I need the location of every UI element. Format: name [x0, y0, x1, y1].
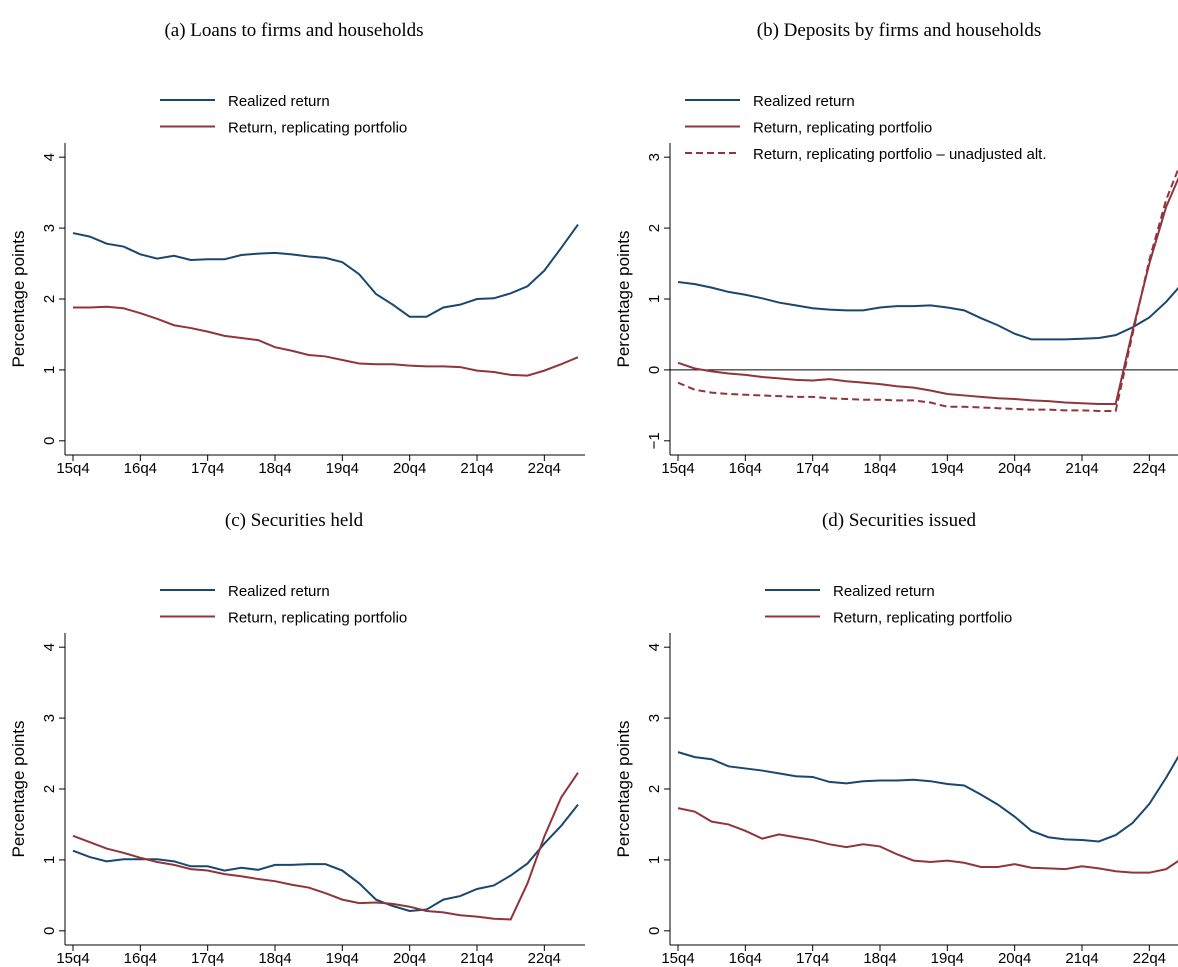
x-tick-label: 18q4 [258, 950, 291, 967]
y-tick-label: 2 [646, 785, 663, 793]
y-tick-label: 3 [646, 153, 663, 161]
x-tick-label: 21q4 [460, 950, 493, 967]
series-line [72, 803, 579, 912]
x-tick-label: 22q4 [1133, 460, 1166, 477]
panel-title: (c) Securities held [225, 510, 364, 531]
x-tick-label: 18q4 [863, 950, 896, 967]
x-tick-label: 17q4 [796, 950, 829, 967]
panel: (d) Securities issued Realized return Retu… [614, 510, 1178, 967]
x-tick-label: 19q4 [326, 950, 359, 967]
panel: (b) Deposits by firms and households Real… [614, 20, 1178, 477]
y-tick-label: 1 [41, 366, 58, 374]
series-line [677, 167, 1178, 413]
x-tick-label: 20q4 [998, 950, 1031, 967]
y-tick-label: 3 [41, 224, 58, 232]
y-tick-label: 0 [646, 366, 663, 374]
x-tick-label: 22q4 [1133, 950, 1166, 967]
legend-label: Realized return [228, 93, 330, 110]
series-line [677, 751, 1178, 843]
x-tick-label: 17q4 [796, 460, 829, 477]
y-tick-label: −1 [646, 432, 663, 449]
legend-label: Realized return [228, 583, 330, 600]
y-tick-label: 2 [41, 295, 58, 303]
x-tick-label: 18q4 [863, 460, 896, 477]
y-tick-label: 0 [41, 927, 58, 935]
x-tick-label: 17q4 [191, 950, 224, 967]
series-line [677, 280, 1178, 341]
x-tick-label: 16q4 [124, 950, 157, 967]
x-tick-label: 18q4 [258, 460, 291, 477]
x-tick-label: 19q4 [326, 460, 359, 477]
y-tick-label: 4 [646, 643, 663, 651]
x-tick-label: 20q4 [393, 460, 426, 477]
x-tick-label: 21q4 [1065, 460, 1098, 477]
x-tick-label: 21q4 [1065, 950, 1098, 967]
legend-label: Return, replicating portfolio [228, 120, 407, 137]
series-line [677, 176, 1178, 405]
panel-title: (b) Deposits by firms and households [757, 20, 1041, 41]
x-tick-label: 20q4 [393, 950, 426, 967]
legend-label: Return, replicating portfolio [753, 120, 932, 137]
panel-title: (d) Securities issued [822, 510, 977, 531]
x-tick-label: 19q4 [931, 950, 964, 967]
legend-label: Return, replicating portfolio – unadjust… [753, 146, 1047, 163]
y-axis-label: Percentage points [614, 230, 633, 367]
y-tick-label: 2 [646, 224, 663, 232]
x-tick-label: 15q4 [56, 950, 89, 967]
y-tick-label: 1 [646, 295, 663, 303]
y-axis-label: Percentage points [614, 720, 633, 857]
y-tick-label: 4 [41, 153, 58, 161]
series-line [73, 305, 579, 377]
series-line [677, 807, 1178, 874]
legend-label: Realized return [833, 583, 935, 600]
y-axis-label: Percentage points [9, 230, 28, 367]
x-tick-label: 15q4 [661, 950, 694, 967]
y-axis-label: Percentage points [9, 720, 28, 857]
x-tick-label: 20q4 [998, 460, 1031, 477]
y-tick-label: 3 [646, 714, 663, 722]
y-tick-label: 1 [41, 856, 58, 864]
x-tick-label: 15q4 [56, 460, 89, 477]
x-tick-label: 22q4 [528, 950, 561, 967]
y-tick-label: 0 [646, 927, 663, 935]
series-line [72, 223, 579, 318]
series-line [72, 772, 579, 921]
panel: (a) Loans to firms and households Realize… [9, 20, 585, 477]
y-tick-label: 1 [646, 856, 663, 864]
x-tick-label: 21q4 [460, 460, 493, 477]
x-tick-label: 17q4 [191, 460, 224, 477]
x-tick-label: 16q4 [729, 460, 762, 477]
x-tick-label: 16q4 [124, 460, 157, 477]
x-tick-label: 22q4 [528, 460, 561, 477]
y-tick-label: 2 [41, 785, 58, 793]
x-tick-label: 16q4 [729, 950, 762, 967]
legend-label: Return, replicating portfolio [228, 610, 407, 627]
y-tick-label: 0 [41, 437, 58, 445]
panel: (c) Securities held Realized return Return… [9, 510, 585, 967]
x-tick-label: 19q4 [931, 460, 964, 477]
y-tick-label: 3 [41, 714, 58, 722]
y-tick-label: 4 [41, 643, 58, 651]
x-tick-label: 15q4 [661, 460, 694, 477]
legend-label: Realized return [753, 93, 855, 110]
panel-title: (a) Loans to firms and households [164, 20, 423, 41]
legend-label: Return, replicating portfolio [833, 610, 1012, 627]
